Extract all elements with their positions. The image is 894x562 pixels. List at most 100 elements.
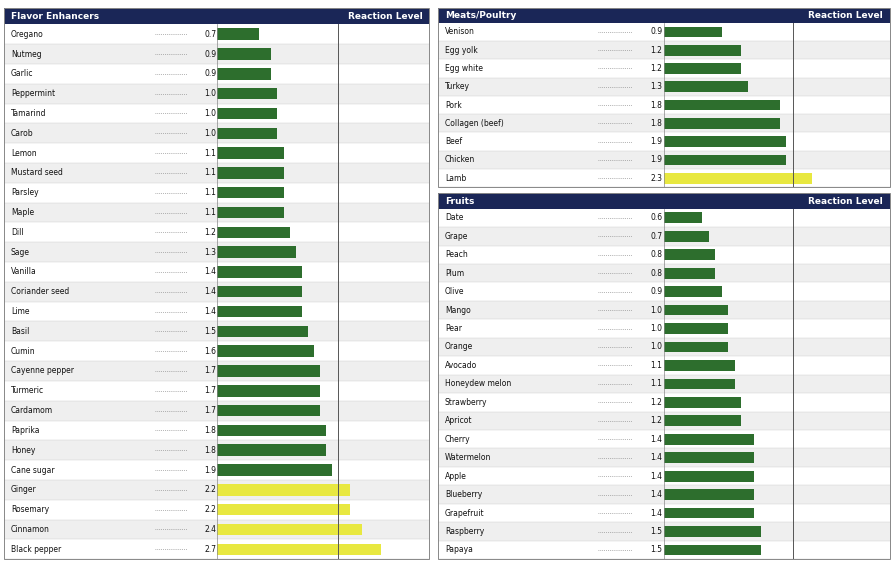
Bar xyxy=(4,401,429,420)
Bar xyxy=(663,173,812,184)
Text: 2.2: 2.2 xyxy=(204,505,216,514)
Text: Garlic: Garlic xyxy=(11,69,33,78)
Bar xyxy=(663,26,721,37)
Bar xyxy=(216,286,301,297)
Bar xyxy=(663,45,741,56)
Bar xyxy=(438,448,890,467)
Bar xyxy=(4,519,429,540)
Text: 1.7: 1.7 xyxy=(204,386,216,395)
Text: 1.4: 1.4 xyxy=(650,509,662,518)
Text: Maple: Maple xyxy=(11,208,34,217)
Text: Turmeric: Turmeric xyxy=(11,386,44,395)
Text: 0.7: 0.7 xyxy=(650,232,662,241)
Text: 1.7: 1.7 xyxy=(204,366,216,375)
Bar xyxy=(4,24,429,44)
Bar xyxy=(438,541,890,559)
Text: Ginger: Ginger xyxy=(11,486,37,495)
Text: Reaction Level: Reaction Level xyxy=(808,11,882,20)
Bar xyxy=(216,524,362,535)
Text: 0.9: 0.9 xyxy=(650,287,662,296)
Text: 1.1: 1.1 xyxy=(650,361,662,370)
Text: 1.3: 1.3 xyxy=(650,82,662,91)
Bar xyxy=(438,114,890,133)
Bar xyxy=(216,365,320,377)
Text: 1.7: 1.7 xyxy=(204,406,216,415)
Bar xyxy=(4,183,429,203)
Bar xyxy=(216,425,326,436)
Bar xyxy=(663,268,715,279)
Text: Egg yolk: Egg yolk xyxy=(445,46,477,55)
Text: 1.8: 1.8 xyxy=(204,426,216,435)
Bar xyxy=(4,420,429,441)
Text: 2.7: 2.7 xyxy=(204,545,216,554)
Bar xyxy=(438,193,890,209)
Bar xyxy=(216,88,277,99)
Text: Cumin: Cumin xyxy=(11,347,36,356)
Text: 1.4: 1.4 xyxy=(204,287,216,296)
Bar xyxy=(216,187,283,198)
Text: 1.5: 1.5 xyxy=(650,527,662,536)
Bar xyxy=(663,212,703,223)
Bar xyxy=(4,540,429,559)
Bar xyxy=(663,397,741,407)
Text: 1.1: 1.1 xyxy=(204,169,216,178)
Bar xyxy=(4,103,429,124)
Bar xyxy=(663,545,761,555)
Text: 1.0: 1.0 xyxy=(650,306,662,315)
Bar xyxy=(438,60,890,78)
Bar xyxy=(4,321,429,341)
Text: Lamb: Lamb xyxy=(445,174,466,183)
Text: Apple: Apple xyxy=(445,472,467,481)
Text: Sage: Sage xyxy=(11,248,30,257)
Text: Rosemary: Rosemary xyxy=(11,505,49,514)
Bar xyxy=(216,445,326,456)
Text: Cinnamon: Cinnamon xyxy=(11,525,50,534)
Text: 1.1: 1.1 xyxy=(204,148,216,157)
Text: Fruits: Fruits xyxy=(445,197,474,206)
Text: Peach: Peach xyxy=(445,250,468,259)
Bar xyxy=(216,128,277,139)
Text: Beef: Beef xyxy=(445,137,462,146)
Text: 0.8: 0.8 xyxy=(650,250,662,259)
Bar xyxy=(216,147,283,159)
Bar xyxy=(216,68,272,80)
Text: Flavor Enhancers: Flavor Enhancers xyxy=(11,12,99,21)
Bar xyxy=(438,319,890,338)
Bar xyxy=(216,464,332,476)
Bar xyxy=(4,341,429,361)
Bar xyxy=(438,133,890,151)
Text: 1.8: 1.8 xyxy=(650,119,662,128)
Bar xyxy=(663,118,780,129)
Bar xyxy=(216,48,272,60)
Bar xyxy=(4,381,429,401)
Text: Lime: Lime xyxy=(11,307,30,316)
Text: 1.9: 1.9 xyxy=(650,137,662,146)
Bar xyxy=(216,484,350,496)
Bar xyxy=(438,393,890,411)
Bar xyxy=(216,504,350,515)
Text: 1.0: 1.0 xyxy=(204,109,216,118)
Text: Venison: Venison xyxy=(445,28,475,37)
Bar xyxy=(438,467,890,486)
Text: 1.0: 1.0 xyxy=(204,89,216,98)
Bar xyxy=(438,23,890,41)
Bar xyxy=(438,338,890,356)
Text: Parsley: Parsley xyxy=(11,188,38,197)
Bar xyxy=(216,325,308,337)
Bar xyxy=(216,207,283,218)
Text: Cayenne pepper: Cayenne pepper xyxy=(11,366,74,375)
Text: 1.0: 1.0 xyxy=(650,342,662,351)
Bar xyxy=(4,460,429,480)
Bar xyxy=(663,137,787,147)
Bar xyxy=(663,323,729,334)
Text: Honeydew melon: Honeydew melon xyxy=(445,379,511,388)
Text: 1.0: 1.0 xyxy=(204,129,216,138)
Bar xyxy=(438,96,890,114)
Text: 0.9: 0.9 xyxy=(204,49,216,58)
Bar xyxy=(438,78,890,96)
Bar xyxy=(438,209,890,227)
Bar xyxy=(438,246,890,264)
Text: Avocado: Avocado xyxy=(445,361,477,370)
Text: 2.4: 2.4 xyxy=(204,525,216,534)
Bar xyxy=(4,84,429,103)
